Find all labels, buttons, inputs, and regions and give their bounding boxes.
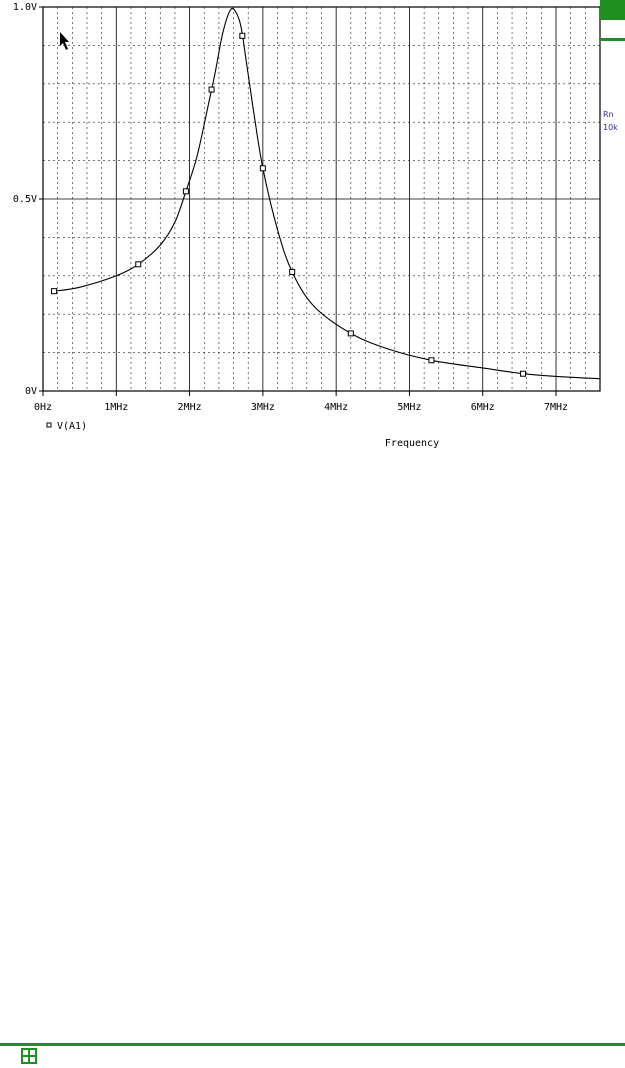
legend-label: V(A1) [57,421,87,432]
plot-area: 0Hz 1MHz 2MHz 3MHz 4MHz 5MHz 6MHz 7MHz 0V 0.5V 1.0… [0,0,625,460]
data-point-marker [135,261,142,268]
tick-labels: 0Hz 1MHz 2MHz 3MHz 4MHz 5MHz 6MHz 7MHz 0V 0.5V 1.0… [13,2,568,413]
x-tick-label: 7MHz [544,402,568,413]
legend[interactable]: V(A1) [46,421,87,432]
grid [42,6,600,392]
data-point-marker [50,288,57,295]
x-tick-label: 6MHz [471,402,495,413]
x-tick-label: 4MHz [324,402,348,413]
side-component-value: 10k [603,123,618,132]
y-tick-label: 1.0V [13,2,37,13]
x-tick-label: 2MHz [178,402,202,413]
series-layer [50,7,601,380]
side-panel-tab [600,0,625,20]
data-point-marker [208,86,215,93]
x-tick-label: 1MHz [104,402,128,413]
data-point-marker [259,165,266,172]
app-logo-icon [21,1048,37,1064]
chart: 0Hz 1MHz 2MHz 3MHz 4MHz 5MHz 6MHz 7MHz 0V 0.5V 1.0… [13,2,601,449]
x-tick-label: 0Hz [34,402,52,413]
axes [39,6,601,396]
x-tick-label: 3MHz [251,402,275,413]
y-tick-label: 0.5V [13,194,37,205]
data-point-marker [428,357,435,364]
data-point-marker [520,370,527,377]
x-tick-label: 5MHz [397,402,421,413]
side-panel-divider [600,38,625,41]
data-point-marker [182,188,189,195]
series-line [53,7,601,380]
data-point-marker [289,268,296,275]
side-component-label: Rn [603,110,614,119]
x-axis-label: Frequency [385,438,439,449]
legend-marker [46,422,52,428]
y-tick-label: 0V [25,386,37,397]
data-point-marker [239,32,246,39]
data-point-marker [347,330,354,337]
footer-divider [0,1043,625,1046]
plot-frame [42,6,601,392]
mouse-cursor-icon [60,32,69,50]
